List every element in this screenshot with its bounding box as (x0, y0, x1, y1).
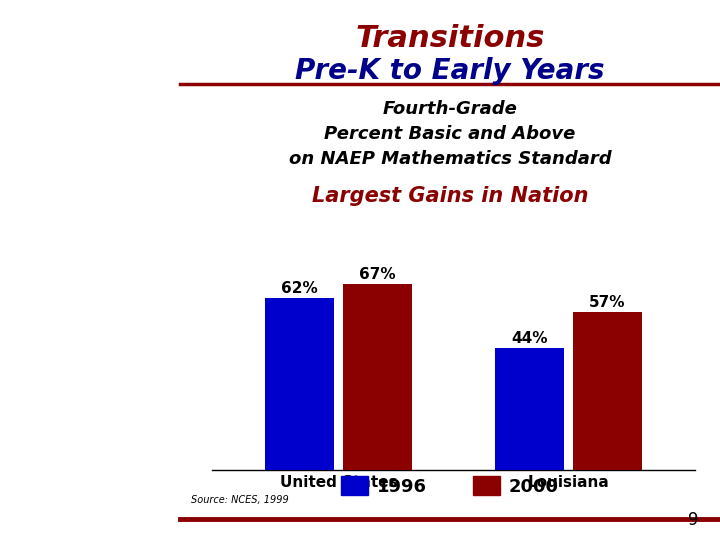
Text: Largest Gains in Nation: Largest Gains in Nation (312, 186, 588, 206)
Text: 57%: 57% (589, 295, 626, 310)
Text: 67%: 67% (359, 267, 396, 282)
Legend: 1996, 2000: 1996, 2000 (334, 469, 566, 503)
Text: Transitions: Transitions (355, 24, 545, 53)
Text: Pre-K to Early Years: Pre-K to Early Years (295, 57, 605, 85)
Bar (495, 348, 564, 470)
Bar (265, 298, 334, 470)
Text: Percent Basic and Above: Percent Basic and Above (324, 125, 576, 143)
Text: 9: 9 (688, 511, 698, 529)
Text: Source: NCES, 1999: Source: NCES, 1999 (191, 495, 289, 505)
Text: SREB: SREB (33, 132, 147, 170)
Bar (343, 285, 413, 470)
Text: on NAEP Mathematics Standard: on NAEP Mathematics Standard (289, 150, 611, 168)
Bar (573, 312, 642, 470)
Text: Fourth-Grade: Fourth-Grade (382, 100, 518, 118)
Text: LOUISIANA: LOUISIANA (31, 465, 149, 485)
Text: 44%: 44% (511, 331, 548, 346)
Text: 62%: 62% (282, 281, 318, 296)
